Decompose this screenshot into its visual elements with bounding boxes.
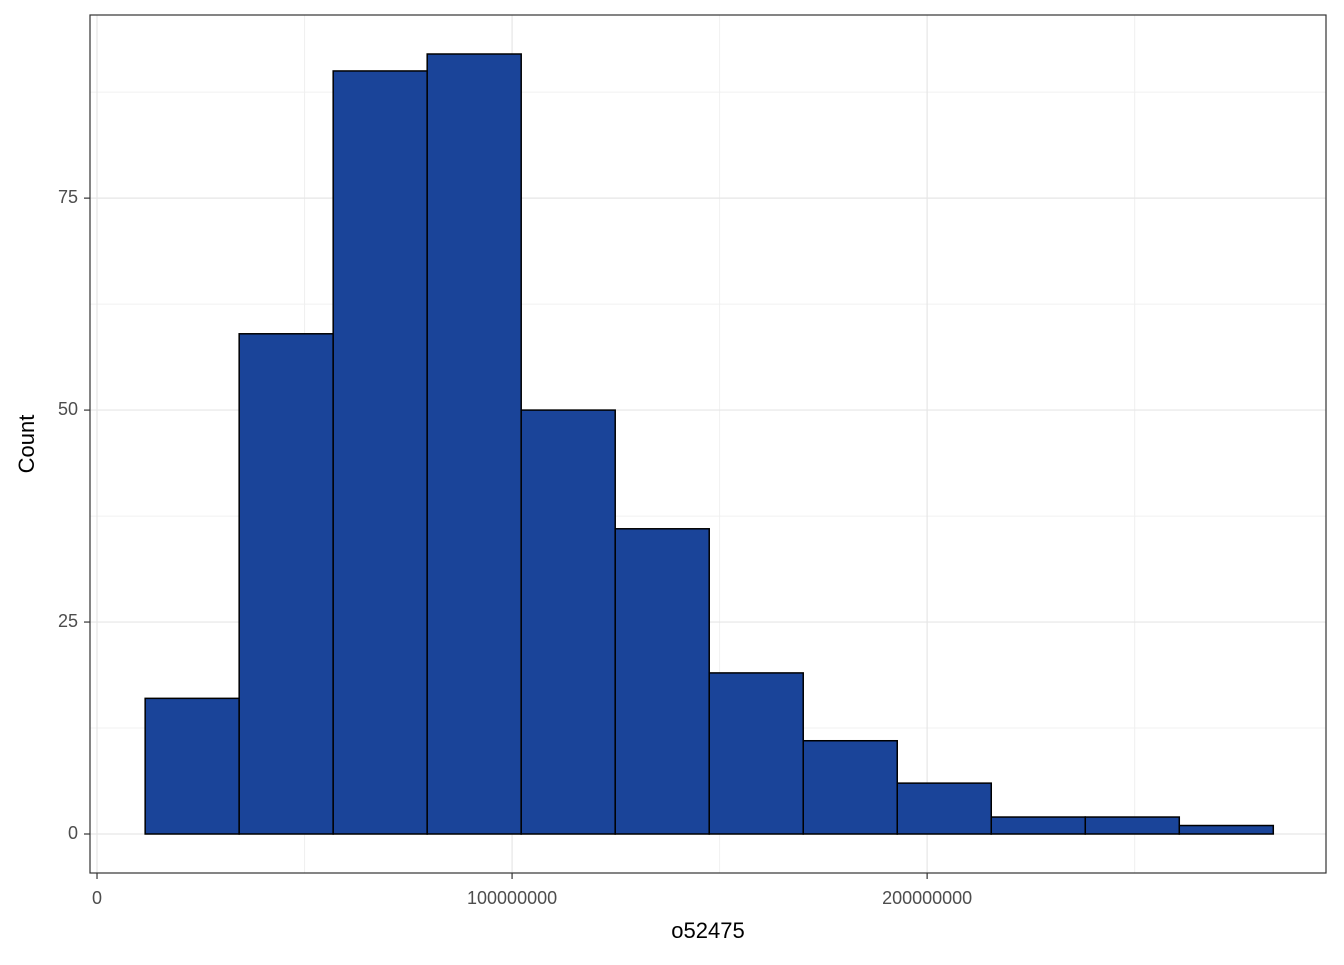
x-tick-label: 100000000 (467, 888, 557, 908)
bar (332, 70, 428, 835)
x-tick-label: 200000000 (882, 888, 972, 908)
bar (1084, 816, 1181, 835)
y-tick-label: 0 (68, 823, 78, 843)
bar (238, 333, 334, 835)
bar (520, 409, 616, 835)
y-tick-label: 25 (58, 611, 78, 631)
bar (1178, 824, 1275, 835)
x-axis-title: o52475 (671, 918, 744, 943)
bar (708, 672, 804, 835)
bar (144, 697, 240, 835)
y-axis-title: Count (14, 415, 39, 474)
bar (802, 739, 898, 835)
bar (426, 53, 522, 835)
y-tick-label: 50 (58, 399, 78, 419)
panel-border (89, 14, 1327, 874)
bar (614, 528, 710, 835)
bar (990, 816, 1087, 835)
y-tick-label: 75 (58, 187, 78, 207)
x-tick-label: 0 (92, 888, 102, 908)
bar (896, 782, 993, 835)
